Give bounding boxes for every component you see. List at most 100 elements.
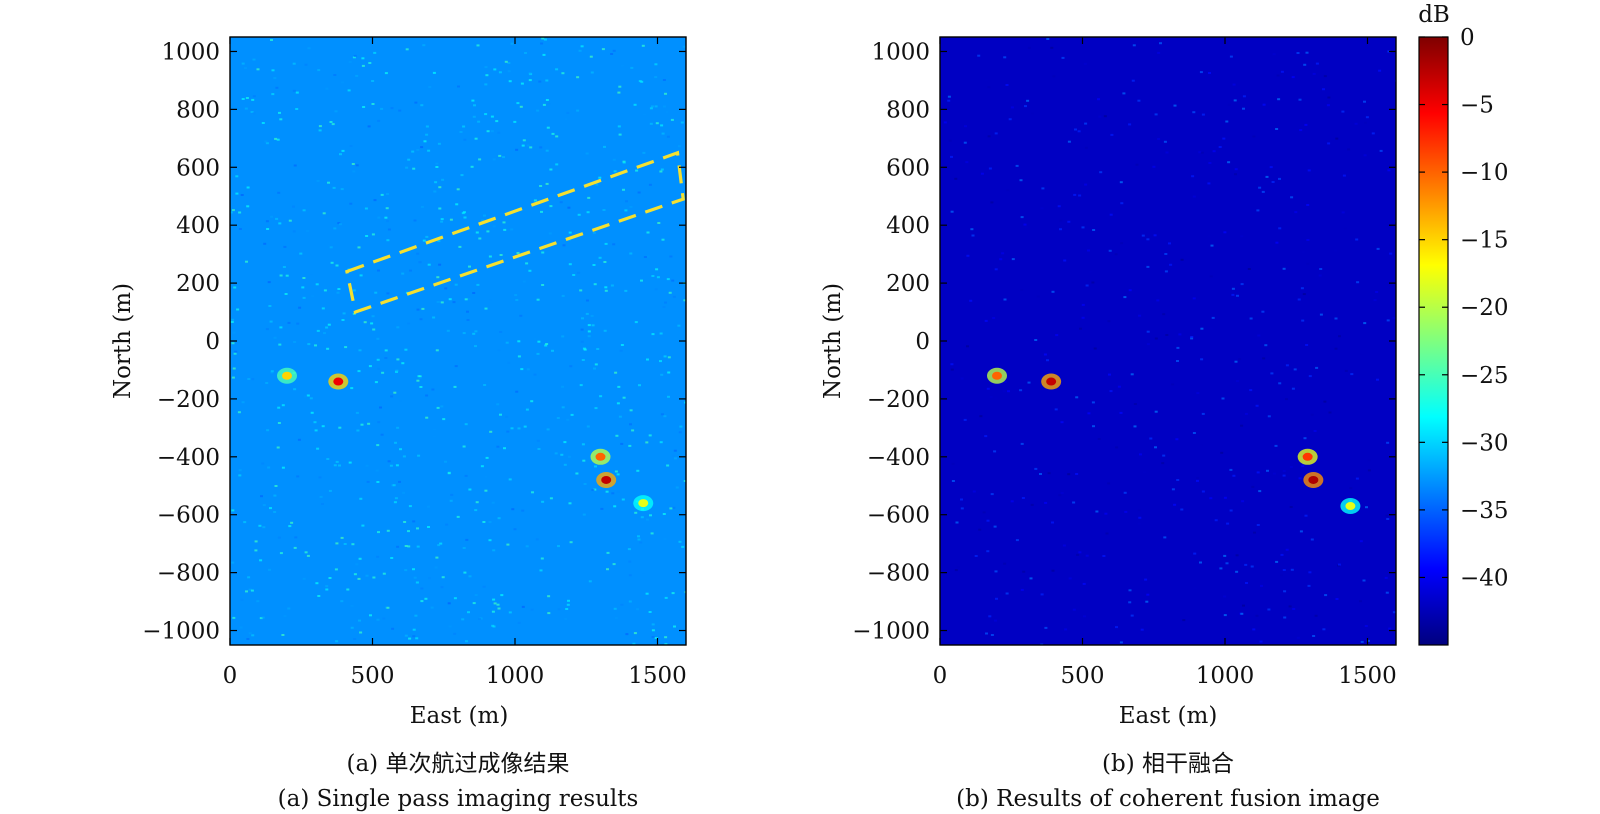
speckle [654,76,658,79]
speckle [361,57,365,60]
speckle [454,365,458,368]
speckle [1003,56,1007,59]
speckle [618,133,622,136]
speckle [577,213,581,216]
panel-a-axes: 0 500 1000 1500 1000 800 600 400 200 0 −200 −400 −60… [142,37,687,689]
speckle [440,218,444,221]
speckle [1260,584,1263,587]
speckle [513,528,517,531]
speckle [951,480,955,482]
speckle [1002,390,1006,393]
speckle [505,341,509,344]
speckle [373,51,377,54]
speckle [386,193,389,195]
speckle [396,426,400,429]
speckle [1084,122,1088,125]
speckle [1011,258,1015,261]
speckle [505,415,509,418]
speckle [677,145,681,148]
speckle [989,395,993,398]
speckle [390,395,394,398]
speckle [517,621,521,624]
speckle [334,568,338,571]
speckle [409,269,412,272]
speckle [495,120,499,123]
speckle [408,505,412,508]
speckle [567,206,571,209]
speckle [561,335,565,338]
speckle [520,368,524,371]
scatter-core [638,499,649,508]
speckle [673,449,677,452]
speckle [437,240,441,242]
speckle [606,551,610,554]
speckle [1124,510,1128,513]
y-tick-label: −600 [157,503,220,529]
speckle [586,425,590,428]
speckle [313,421,317,424]
speckle [533,199,537,202]
colorbar-tick-label: −40 [1460,565,1509,591]
speckle [427,505,431,508]
speckle [344,346,348,349]
speckle [616,402,620,405]
speckle [294,536,298,539]
speckle [1034,339,1038,341]
speckle [1164,270,1168,273]
speckle [636,608,640,611]
speckle [1308,375,1312,378]
speckle [316,447,320,450]
speckle [1244,412,1248,415]
speckle [1003,380,1007,383]
speckle [398,480,401,483]
speckle [265,382,269,384]
speckle [506,543,510,546]
speckle [677,324,681,327]
speckle [1306,204,1310,206]
speckle [1043,353,1047,356]
speckle [372,576,376,579]
speckle [640,516,644,519]
speckle [1303,63,1307,66]
speckle [671,454,675,457]
speckle [371,80,375,82]
speckle [490,130,494,133]
speckle [1079,327,1082,330]
y-tick-label: 0 [915,329,930,355]
speckle [604,242,608,245]
speckle [427,263,431,266]
speckle [1253,531,1256,534]
speckle [1296,52,1300,54]
speckle [279,274,283,277]
speckle [1178,333,1182,336]
speckle [562,244,566,247]
speckle [1264,344,1268,347]
speckle [325,87,329,90]
speckle [275,86,279,89]
speckle [265,142,269,145]
speckle [418,377,422,379]
speckle [659,170,663,173]
speckle [525,408,529,411]
speckle [349,202,353,205]
speckle [355,74,359,77]
speckle [1298,477,1302,480]
speckle [555,135,559,138]
speckle [314,344,317,347]
speckle [618,85,622,88]
speckle [327,323,331,326]
speckle [456,515,460,518]
speckle [633,632,637,635]
speckle [440,220,444,223]
y-tick-label: 200 [176,271,220,297]
speckle [516,252,520,254]
speckle [474,330,478,333]
speckle [1220,451,1224,454]
speckle [231,318,235,321]
speckle [963,141,967,144]
panel-a-caption-cn: (a) 单次航过成像结果 [346,751,570,777]
speckle [1135,163,1139,166]
y-tick-label: 200 [886,271,930,297]
speckle [343,543,347,545]
colorbar-tick-label: −35 [1460,498,1509,524]
